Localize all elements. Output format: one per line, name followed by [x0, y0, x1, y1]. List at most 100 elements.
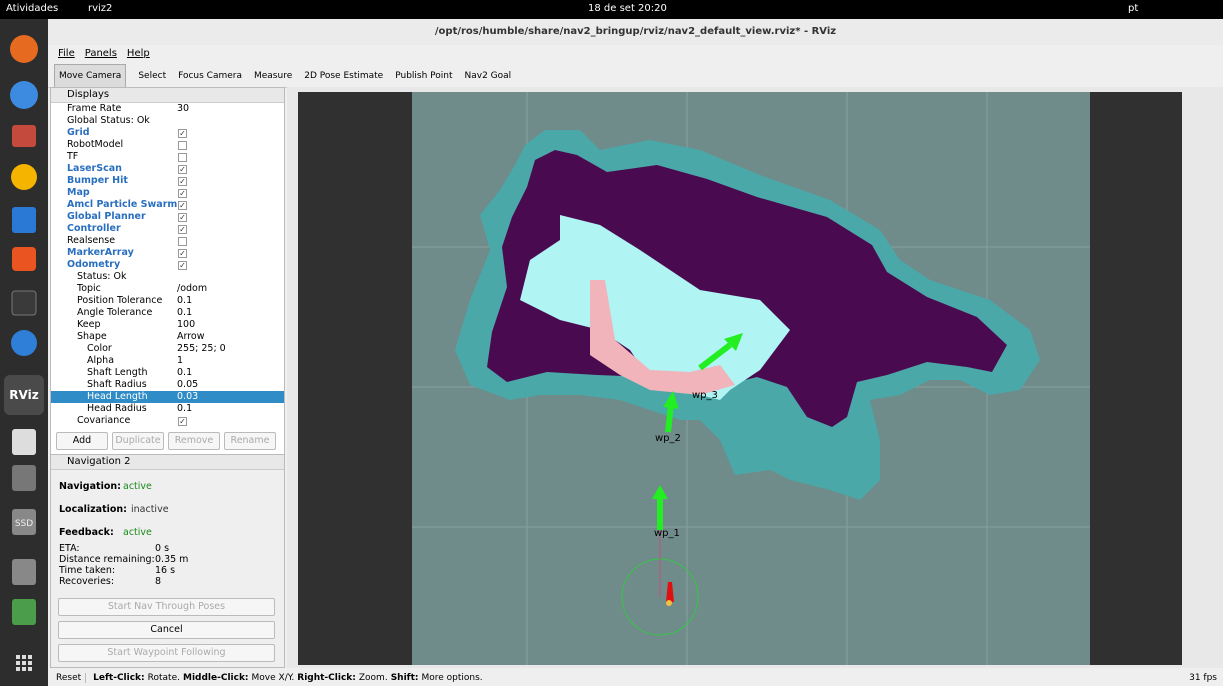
display-name: TF — [67, 151, 79, 162]
waypoint-label: wp_1 — [654, 528, 680, 539]
fps: 31 fps — [1189, 673, 1217, 683]
hint-action: More options. — [421, 673, 483, 683]
display-value: 0.03 — [177, 391, 199, 402]
display-value: 0.1 — [177, 403, 193, 414]
display-name: Status: Ok — [77, 271, 127, 282]
display-row[interactable]: Head Radius 0.1 — [51, 403, 284, 415]
display-row[interactable]: Head Length 0.03 — [51, 391, 284, 403]
clock[interactable]: 18 de set 20:20 — [588, 3, 667, 14]
display-row[interactable]: Odometry ✓ — [51, 259, 284, 271]
display-row[interactable]: Covariance ✓ — [51, 415, 284, 427]
display-row[interactable]: Global Status: Ok — [51, 115, 284, 127]
status-bar: Reset Left-Click: Rotate. Middle-Click: Move… — [48, 670, 1223, 686]
display-name: RobotModel — [67, 139, 124, 150]
display-row[interactable]: LaserScan ✓ — [51, 163, 284, 175]
checkbox[interactable]: ✓ — [178, 261, 187, 270]
checkbox[interactable]: ✓ — [178, 177, 187, 186]
display-row[interactable]: Shape Arrow — [51, 331, 284, 343]
display-row[interactable]: Controller ✓ — [51, 223, 284, 235]
menu-item[interactable]: File — [58, 48, 75, 59]
button[interactable]: Start Nav Through Poses — [58, 598, 275, 616]
display-row[interactable]: Position Tolerance 0.1 — [51, 295, 284, 307]
menu-item[interactable]: Help — [126, 48, 150, 59]
display-row[interactable]: Color 255; 25; 0 — [51, 343, 284, 355]
menu-item[interactable]: Panels — [84, 48, 117, 59]
display-row[interactable]: RobotModel — [51, 139, 284, 151]
rviz-icon[interactable] — [4, 375, 44, 415]
stat-value: 8 — [155, 576, 162, 587]
app-name[interactable]: rviz2 — [88, 3, 113, 14]
software-icon[interactable] — [12, 247, 36, 271]
help-icon[interactable] — [11, 330, 37, 356]
display-name: Head Length — [87, 391, 148, 402]
dock: RViz SSD — [0, 19, 48, 686]
panel-header: Displays — [51, 88, 284, 103]
tool-button[interactable]: Select — [138, 71, 167, 81]
rhythmbox-icon[interactable] — [11, 164, 37, 190]
checkbox[interactable]: ✓ — [178, 213, 187, 222]
display-row[interactable]: Amcl Particle Swarm ✓ — [51, 199, 284, 211]
display-row[interactable]: Global Planner ✓ — [51, 211, 284, 223]
display-row[interactable]: Alpha 1 — [51, 355, 284, 367]
panel-title: Displays — [67, 89, 110, 100]
display-row[interactable]: Status: Ok — [51, 271, 284, 283]
checkbox[interactable]: ✓ — [178, 201, 187, 210]
tool-button[interactable]: Publish Point — [395, 71, 453, 81]
display-row[interactable]: Grid ✓ — [51, 127, 284, 139]
display-row[interactable]: Keep 100 — [51, 319, 284, 331]
display-row[interactable]: Bumper Hit ✓ — [51, 175, 284, 187]
checkbox[interactable] — [178, 153, 187, 162]
display-row[interactable]: Frame Rate 30 — [51, 103, 284, 115]
files-icon[interactable] — [12, 125, 36, 147]
toolbar: Move Camera Select Focus Camera Measure 2D P… — [48, 63, 1223, 88]
writer-icon[interactable] — [12, 207, 36, 233]
display-name: Map — [67, 187, 90, 198]
tool-button[interactable]: Measure — [253, 71, 293, 81]
display-row[interactable]: Realsense — [51, 235, 284, 247]
button[interactable]: Add — [56, 432, 108, 450]
terminal-icon[interactable] — [11, 290, 37, 316]
usb-icon[interactable] — [12, 465, 36, 491]
language[interactable]: pt — [1128, 3, 1139, 14]
checkbox[interactable]: ✓ — [178, 165, 187, 174]
checkbox[interactable]: ✓ — [178, 129, 187, 138]
checkbox[interactable] — [178, 141, 187, 150]
trash-icon[interactable] — [12, 599, 36, 625]
viewport[interactable]: wp_1 wp_2 wp_3 — [287, 87, 1223, 668]
checkbox[interactable]: ✓ — [178, 417, 187, 426]
button[interactable]: Cancel — [58, 621, 275, 639]
firefox-icon[interactable] — [10, 35, 38, 63]
button[interactable]: Remove — [168, 432, 220, 450]
thunderbird-icon[interactable] — [10, 81, 38, 109]
display-row[interactable]: Topic/odom — [51, 283, 284, 295]
display-row[interactable]: Map ✓ — [51, 187, 284, 199]
checkbox[interactable]: ✓ — [178, 189, 187, 198]
viewer-icon[interactable] — [12, 429, 36, 455]
display-row[interactable]: Angle Tolerance 0.1 — [51, 307, 284, 319]
tool-button[interactable]: Nav2 Goal — [464, 71, 512, 81]
display-row[interactable]: TF — [51, 151, 284, 163]
display-value: 0.1 — [177, 367, 193, 378]
stat-label: Recoveries: — [59, 576, 115, 587]
display-name: Amcl Particle Swarm — [67, 199, 178, 210]
apps-grid[interactable] — [16, 655, 32, 671]
button[interactable]: Start Waypoint Following — [58, 644, 275, 662]
display-name: Global Status: Ok — [67, 115, 150, 126]
reset-button[interactable]: Reset — [56, 673, 87, 683]
display-row[interactable]: Shaft Length 0.1 — [51, 367, 284, 379]
tool-button[interactable]: 2D Pose Estimate — [304, 71, 384, 81]
activities[interactable]: Atividades — [6, 3, 59, 14]
tool-button[interactable]: Move Camera — [54, 64, 127, 88]
button[interactable]: Rename — [224, 432, 276, 450]
checkbox[interactable]: ✓ — [178, 225, 187, 234]
button[interactable]: Duplicate — [112, 432, 164, 450]
checkbox[interactable] — [178, 237, 187, 246]
checkbox[interactable]: ✓ — [178, 249, 187, 258]
tool-button[interactable]: Focus Camera — [178, 71, 242, 81]
ssd-icon[interactable] — [12, 559, 36, 585]
display-row[interactable]: Shaft Radius 0.05 — [51, 379, 284, 391]
display-row[interactable]: MarkerArray ✓ — [51, 247, 284, 259]
stat-value: 0.35 m — [155, 554, 189, 565]
ssd-icon[interactable] — [12, 509, 36, 535]
